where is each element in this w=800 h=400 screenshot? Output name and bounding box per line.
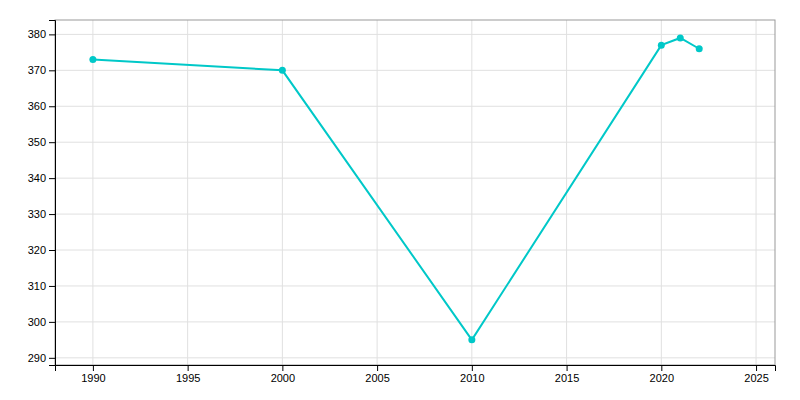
tick-mark — [49, 250, 55, 251]
tick-label: 370 — [28, 64, 46, 76]
tick-label: 2015 — [555, 372, 579, 384]
tick: 2005 — [365, 365, 389, 384]
grid-line-x — [187, 20, 188, 365]
tick: 340 — [28, 172, 55, 184]
tick: 2000 — [271, 365, 295, 384]
tick-label: 300 — [28, 316, 46, 328]
tick-mark — [49, 322, 55, 323]
tick-mark — [661, 365, 662, 371]
plot: 1990 1995 2000 2005 2010 2015 2020 2025 290 300 31… — [28, 20, 776, 384]
tick: 360 — [28, 100, 55, 112]
tick: 370 — [28, 64, 55, 76]
tick-mark — [49, 358, 55, 359]
point — [696, 45, 703, 52]
chart: 1990 1995 2000 2005 2010 2015 2020 2025 290 300 31… — [0, 0, 800, 400]
tick: 330 — [28, 208, 55, 220]
tick-mark — [49, 286, 55, 287]
grid-line-x — [377, 20, 378, 365]
tick-label: 340 — [28, 172, 46, 184]
tick-label: 2025 — [744, 372, 768, 384]
grid-line-y — [55, 70, 775, 71]
grid-line-y — [55, 357, 775, 358]
tick-mark — [756, 365, 757, 371]
tick-mark — [49, 70, 55, 71]
tick-label: 330 — [28, 208, 46, 220]
tick: 300 — [28, 316, 55, 328]
tick-mark — [49, 142, 55, 143]
tick-label: 290 — [28, 352, 46, 364]
tick-mark — [377, 365, 378, 371]
grid-line-x — [756, 20, 757, 365]
tick-label: 380 — [28, 28, 46, 40]
tick-label: 310 — [28, 280, 46, 292]
point — [468, 336, 475, 343]
point — [658, 42, 665, 49]
tick: 2025 — [744, 365, 768, 384]
point — [89, 56, 96, 63]
tick-mark — [282, 365, 283, 371]
grid-line-x — [92, 20, 93, 365]
tick: 2010 — [460, 365, 484, 384]
grid-line-y — [55, 178, 775, 179]
grid-line-y — [55, 285, 775, 286]
tick: 290 — [28, 352, 55, 364]
tick-label: 350 — [28, 136, 46, 148]
tick-label: 320 — [28, 244, 46, 256]
tick: 350 — [28, 136, 55, 148]
grid-line-y — [55, 106, 775, 107]
line — [93, 38, 699, 340]
grid-line-y — [55, 214, 775, 215]
tick-label: 2000 — [271, 372, 295, 384]
tick: 1995 — [176, 365, 200, 384]
axis-line — [56, 366, 776, 372]
point — [677, 34, 684, 41]
axis-line — [49, 21, 56, 366]
tick-label: 1990 — [81, 372, 105, 384]
tick-mark — [93, 365, 94, 371]
tick-mark — [49, 178, 55, 179]
grid-line-x — [661, 20, 662, 365]
grid — [55, 20, 775, 365]
grid-line-x — [471, 20, 472, 365]
tick-label: 2005 — [365, 372, 389, 384]
grid-line-y — [55, 321, 775, 322]
tick: 2020 — [650, 365, 674, 384]
x-axis: 1990 1995 2000 2005 2010 2015 2020 2025 — [56, 365, 776, 384]
tick: 1990 — [81, 365, 105, 384]
tick-mark — [49, 34, 55, 35]
tick: 380 — [28, 28, 55, 40]
tick: 2015 — [555, 365, 579, 384]
tick-label: 360 — [28, 100, 46, 112]
grid-line-y — [55, 142, 775, 143]
tick-mark — [49, 106, 55, 107]
tick: 310 — [28, 280, 55, 292]
point — [279, 67, 286, 74]
tick-mark — [472, 365, 473, 371]
grid-line-y — [55, 34, 775, 35]
series — [89, 34, 702, 343]
tick-label: 2020 — [650, 372, 674, 384]
y-axis: 290 300 310 320 330 340 350 360 370 380 — [28, 21, 56, 366]
plot-frame — [55, 20, 775, 365]
tick: 320 — [28, 244, 55, 256]
tick-mark — [49, 214, 55, 215]
tick-mark — [567, 365, 568, 371]
tick-label: 2010 — [460, 372, 484, 384]
tick-mark — [188, 365, 189, 371]
grid-line-y — [55, 250, 775, 251]
tick-label: 1995 — [176, 372, 200, 384]
